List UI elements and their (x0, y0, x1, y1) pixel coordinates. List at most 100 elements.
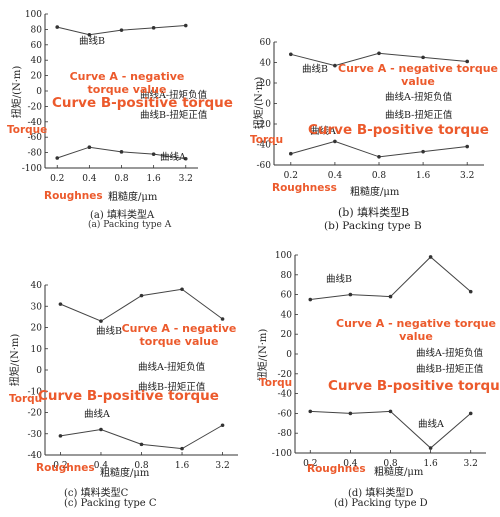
overlay-torque-label-c: Torqu (9, 393, 43, 405)
x-tick-label-c: 0.2 (53, 461, 67, 471)
data-point-b-1 (465, 144, 469, 149)
series-line-b-1 (290, 140, 468, 158)
data-point-c-1 (220, 423, 225, 428)
data-point-b-1 (421, 149, 425, 154)
data-point-a-1 (87, 145, 92, 150)
y-tick-label-d: 100 (275, 251, 292, 261)
chart-d-svg: 100 80 60 40 20 0 -20 -40 -60 -80 -100 0.2 0.4 0.8 1.6… (256, 251, 486, 478)
y-tick-label-b: 40 (260, 59, 272, 69)
y-tick-label-c: -20 (28, 409, 43, 419)
y-tick-label-d: -20 (278, 370, 293, 380)
data-point-a-1 (55, 156, 60, 160)
y-tick-label-b: -60 (257, 161, 272, 171)
legend-entry-c: 曲线B-扭矩正值 (138, 381, 206, 393)
y-tick-label-c: -10 (28, 387, 43, 397)
y-tick-label-c: 30 (31, 302, 43, 312)
y-tick-label-d: -60 (278, 409, 293, 419)
y-tick-label-a: -100 (22, 164, 42, 174)
data-point-c-0 (180, 287, 184, 292)
chart-b-svg: 60 40 20 0 -20 -40 -60 0.2 0.4 0.8 1.6 3.2 粗糙度/μm 扭矩/… (252, 38, 484, 198)
overlay-curve-a-label-a: Curve A - negative torque value (69, 70, 185, 96)
data-point-c-0 (99, 319, 103, 323)
x-tick-label-b: 3.2 (460, 171, 474, 181)
y-tick-label-a: -40 (28, 118, 43, 128)
chart-panel-d: 100 80 60 40 20 0 -20 -40 -60 -80 -100 0.2 0.4 0.8 1.6… (250, 245, 500, 517)
chart-panel-a: 100 80 60 40 20 0 -20 -40 -60 -80 -100 0.2 0.4 0.8 1.6… (0, 0, 250, 240)
overlay-torque-label-a: Torque (7, 124, 48, 136)
y-tick-label-d: 0 (286, 350, 292, 360)
overlay-curve-b-label-c: Curve B-positive torque (38, 388, 219, 404)
curve-a-name-b: 曲线A (310, 125, 336, 137)
x-tick-label-d: 1.6 (423, 459, 438, 469)
y-tick-label-d: 20 (281, 330, 293, 340)
data-point-a-1 (183, 156, 188, 161)
caption-cn-d: (d) 填料类型D (348, 488, 414, 499)
overlay-curve-b-label-a: Curve B-positive torque (52, 95, 233, 111)
x-tick-label-d: 3.2 (464, 459, 478, 469)
x-tick-label-d: 0.2 (303, 459, 317, 469)
data-point-a-0 (151, 26, 156, 30)
caption-cn-b: (b) 填料类型B (338, 206, 410, 219)
data-point-a-1 (151, 152, 156, 156)
data-point-d-0 (388, 294, 393, 299)
x-tick-label-b: 1.6 (416, 171, 431, 181)
x-tick-label-a: 0.4 (82, 174, 97, 184)
chart-panel-b: 60 40 20 0 -20 -40 -60 0.2 0.4 0.8 1.6 3.2 粗糙度/μm 扭矩/… (250, 0, 500, 240)
legend-entry-b: 曲线B-扭矩正值 (385, 109, 453, 121)
legend-entry-b: 曲线A-扭矩负值 (385, 91, 453, 103)
y-axis-title-b: 扭矩/(N·m) (252, 77, 265, 130)
data-point-c-0 (139, 293, 144, 298)
overlay-curve-b-label-d: Curve B-positive torque (328, 378, 500, 394)
caption-en-b: (b) Packing type B (324, 220, 422, 232)
curve-b-name-a: 曲线B (79, 35, 105, 47)
data-point-a-0 (55, 25, 60, 29)
legend-entry-d: 曲线A-扭矩负值 (416, 347, 484, 359)
y-axis-title-d: 扭矩/(N·m) (256, 329, 269, 382)
data-point-d-1 (308, 409, 313, 414)
y-tick-label-a: 20 (31, 72, 43, 82)
y-tick-label-c: -30 (28, 430, 43, 440)
caption-en-c: (c) Packing type C (64, 498, 157, 509)
x-tick-label-d: 0.4 (343, 459, 358, 469)
overlay-curve-a-label-c: Curve A - negative torque value (121, 322, 237, 348)
y-tick-label-a: 60 (31, 41, 43, 51)
data-point-d-1 (348, 411, 353, 416)
data-point-d-0 (308, 297, 313, 302)
series-line-d-1 (310, 410, 472, 449)
data-point-a-0 (119, 28, 124, 32)
legend-entry-a: 曲线A-扭矩负值 (140, 89, 208, 101)
y-tick-label-d: -40 (278, 390, 293, 400)
y-tick-label-b: 60 (260, 38, 272, 48)
data-point-d-0 (468, 289, 473, 294)
data-point-b-0 (333, 63, 337, 68)
data-point-b-1 (333, 139, 337, 144)
overlay-curve-b-label-b: Curve B-positive torque (308, 122, 489, 138)
overlay-roughness-label-a: Roughnes (44, 190, 103, 202)
curve-a-name-a: 曲线A (160, 151, 186, 163)
y-tick-label-b: 0 (265, 100, 271, 110)
data-point-a-1 (119, 150, 124, 154)
data-point-b-0 (377, 51, 381, 56)
x-tick-label-c: 1.6 (175, 461, 190, 471)
curve-a-name-d: 曲线A (418, 418, 444, 430)
data-point-a-0 (183, 23, 188, 28)
y-tick-label-d: -100 (272, 449, 292, 459)
y-tick-label-c: 40 (31, 281, 43, 291)
overlay-roughness-label-b: Roughness (272, 182, 337, 194)
data-point-c-0 (58, 302, 63, 306)
x-axis-title-a: 粗糙度/μm (108, 190, 158, 203)
x-tick-label-b: 0.4 (328, 171, 343, 181)
data-point-d-1 (468, 411, 473, 416)
y-tick-label-d: 80 (281, 271, 293, 281)
x-tick-label-a: 1.6 (146, 174, 161, 184)
y-tick-label-c: 20 (31, 324, 43, 334)
data-point-c-1 (180, 446, 184, 451)
x-tick-label-a: 0.8 (114, 174, 129, 184)
curve-b-name-d: 曲线B (326, 273, 352, 285)
y-tick-label-c: 10 (31, 345, 43, 355)
y-tick-label-a: -60 (28, 133, 43, 143)
x-axis-title-c: 粗糙度/μm (100, 466, 150, 479)
y-tick-label-a: -20 (28, 102, 43, 112)
data-point-b-0 (465, 59, 469, 64)
data-point-c-0 (220, 317, 225, 321)
